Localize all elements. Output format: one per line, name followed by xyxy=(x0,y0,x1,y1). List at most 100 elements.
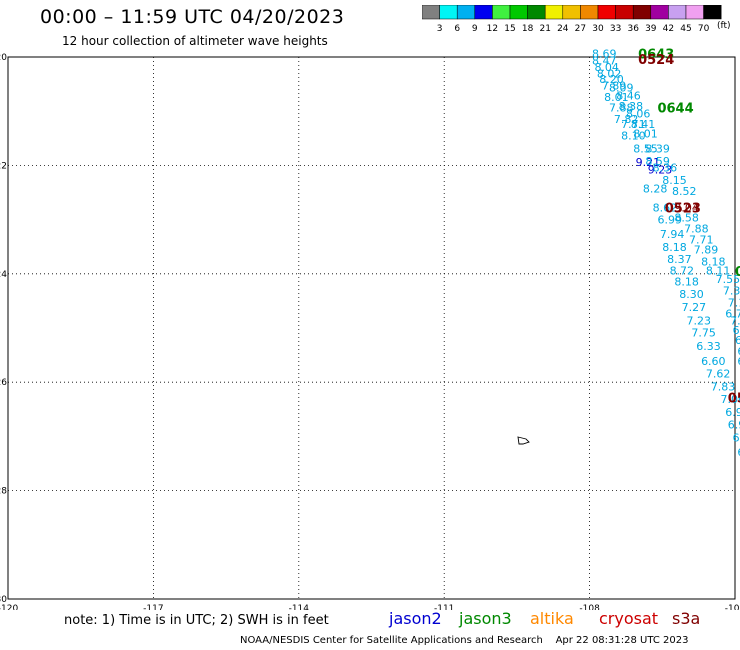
x-tick-label: -114 xyxy=(289,604,310,610)
legend-cryosat: cryosat xyxy=(599,609,659,628)
wave-height-value: 8.39 xyxy=(645,143,670,156)
wave-height-value: 8.11 xyxy=(706,265,731,278)
colorbar-label: 39 xyxy=(645,24,657,34)
colorbar-label: 30 xyxy=(592,24,604,34)
y-tick-label: -20 xyxy=(0,53,7,63)
wave-height-value: 7.83 xyxy=(711,381,736,394)
wave-height-value: 7.89 xyxy=(694,243,719,256)
wave-height-value: 8.20 xyxy=(599,73,624,86)
x-tick-label: -108 xyxy=(579,604,600,610)
wave-height-value: 8.30 xyxy=(679,288,704,301)
y-tick-label: -24 xyxy=(0,270,7,280)
colorbar-label: 42 xyxy=(663,24,674,34)
pass-time-label: 0645 xyxy=(735,265,740,280)
wave-height-value: 8.52 xyxy=(672,185,697,198)
wave-height-value: 6.94 xyxy=(725,406,740,419)
island-outline xyxy=(517,436,530,445)
wave-height-value: 7.23 xyxy=(687,314,712,327)
wave-height-value: 7.89 xyxy=(602,80,627,93)
wave-height-value: 7.75 xyxy=(691,326,716,339)
wave-height-value: 8.18 xyxy=(701,255,726,268)
colorbar-label: 27 xyxy=(575,24,586,34)
colorbar-unit: (ft) xyxy=(717,21,731,31)
y-tick-label: -28 xyxy=(0,487,7,497)
wave-height-value: 8.58 xyxy=(674,211,699,224)
wave-height-value: 7.88 xyxy=(684,222,709,235)
wave-height-value: 8.37 xyxy=(667,253,692,266)
pass-time-label: 0523 xyxy=(665,202,701,217)
wave-height-value: 6.85 xyxy=(737,345,740,358)
map-title: 00:00 – 11:59 UTC 04/20/2023 xyxy=(40,6,345,28)
wave-height-colorbar: 3 6 9 12 15 18 21 24 27 30 33 36 39 42 45 70 xyxy=(422,5,722,34)
colorbar-label: 12 xyxy=(487,24,498,34)
wave-height-value: 6.94 xyxy=(737,446,740,459)
colorbar-label: 70 xyxy=(698,24,710,34)
wave-height-value: 7.55 xyxy=(716,273,740,286)
wave-height-value: 8.41 xyxy=(631,118,656,131)
pass-time-label: 0522 xyxy=(728,391,740,406)
wave-height-value: 7.62 xyxy=(706,368,731,381)
wave-height-value: 8.02 xyxy=(597,67,622,80)
wave-height-value: 7.82 xyxy=(614,113,639,126)
y-tick-label: -30 xyxy=(0,595,7,605)
pass-time-label: 0643 xyxy=(638,48,674,63)
wave-height-value: 7.33 xyxy=(723,285,740,298)
legend-s3a: s3a xyxy=(672,609,701,628)
y-tick-label: -22 xyxy=(0,161,7,171)
colorbar-label: 6 xyxy=(454,24,460,34)
wave-height-value: 8.04 xyxy=(594,61,619,74)
wave-height-value: 7.71 xyxy=(621,118,646,131)
wave-height-value: 8.15 xyxy=(662,174,687,187)
wave-height-value: 7.27 xyxy=(682,301,707,314)
colorbar-label: 15 xyxy=(504,24,515,34)
wave-height-value: 8.18 xyxy=(662,241,687,254)
wave-height-value: 9.04 xyxy=(674,202,699,215)
wave-height-value: 7.10 xyxy=(728,297,740,310)
wave-height-value: 6.56 xyxy=(735,334,740,347)
wave-height-value: 8.10 xyxy=(621,130,646,143)
wave-height-value: 6.99 xyxy=(657,214,682,227)
wave-height-value: 8.06 xyxy=(626,107,651,120)
wave-height-value: 8.46 xyxy=(616,89,641,102)
wave-height-value: 7.00 xyxy=(720,393,740,406)
wave-height-value: 8.47 xyxy=(592,54,617,67)
colorbar-label: 24 xyxy=(557,24,569,34)
wave-height-value: 8.38 xyxy=(619,100,644,113)
wave-height-value: 8.59 xyxy=(645,155,670,168)
x-tick-label: -105 xyxy=(725,604,740,610)
wave-height-value: 7.34 xyxy=(730,314,740,327)
colorbar-label: 36 xyxy=(627,24,639,34)
y-tick-label: -26 xyxy=(0,378,7,388)
x-tick-label: -117 xyxy=(143,604,163,610)
wave-height-value: 8.69 xyxy=(592,48,617,61)
wave-height-value: 6.41 xyxy=(733,431,740,444)
wave-height-value: 6.74 xyxy=(725,307,740,320)
x-tick-label: -120 xyxy=(0,604,18,610)
colorbar-label: 3 xyxy=(437,24,443,34)
wave-height-value: 8.62 xyxy=(653,202,678,215)
wave-height-value: 9.21 xyxy=(636,156,661,169)
wave-height-value: 8.01 xyxy=(604,91,629,104)
wave-height-value: 9.23 xyxy=(648,164,673,177)
wave-height-value: 8.01 xyxy=(633,127,658,140)
colorbar-label: 21 xyxy=(539,24,550,34)
wave-height-value: 6.92 xyxy=(728,418,740,431)
legend-altika: altika xyxy=(530,609,574,628)
wave-height-value: 6.42 xyxy=(737,355,740,368)
map-frame xyxy=(7,56,736,600)
legend-jason2: jason2 xyxy=(389,609,442,628)
legend-jason3: jason3 xyxy=(459,609,512,628)
x-tick-label: -111 xyxy=(434,604,454,610)
wave-height-value: 8.18 xyxy=(674,275,699,288)
colorbar-label: 9 xyxy=(472,24,478,34)
wave-height-value: 8.09 xyxy=(609,81,634,94)
wave-height-value: 8.55 xyxy=(633,143,658,156)
pass-time-label: 0644 xyxy=(657,101,693,116)
wave-height-value: 6.60 xyxy=(701,355,726,368)
legend-note: note: 1) Time is in UTC; 2) SWH is in fe… xyxy=(64,613,329,628)
colorbar-label: 18 xyxy=(522,24,534,34)
map-subtitle: 12 hour collection of altimeter wave hei… xyxy=(62,34,328,48)
footer-credit: NOAA/NESDIS Center for Satellite Applica… xyxy=(240,635,689,646)
altimeter-map: -120 -117 -114 -111 -108 -105 -20 -22 -24 -26 -28 -… xyxy=(0,48,740,610)
wave-height-value: 7.71 xyxy=(689,234,714,247)
